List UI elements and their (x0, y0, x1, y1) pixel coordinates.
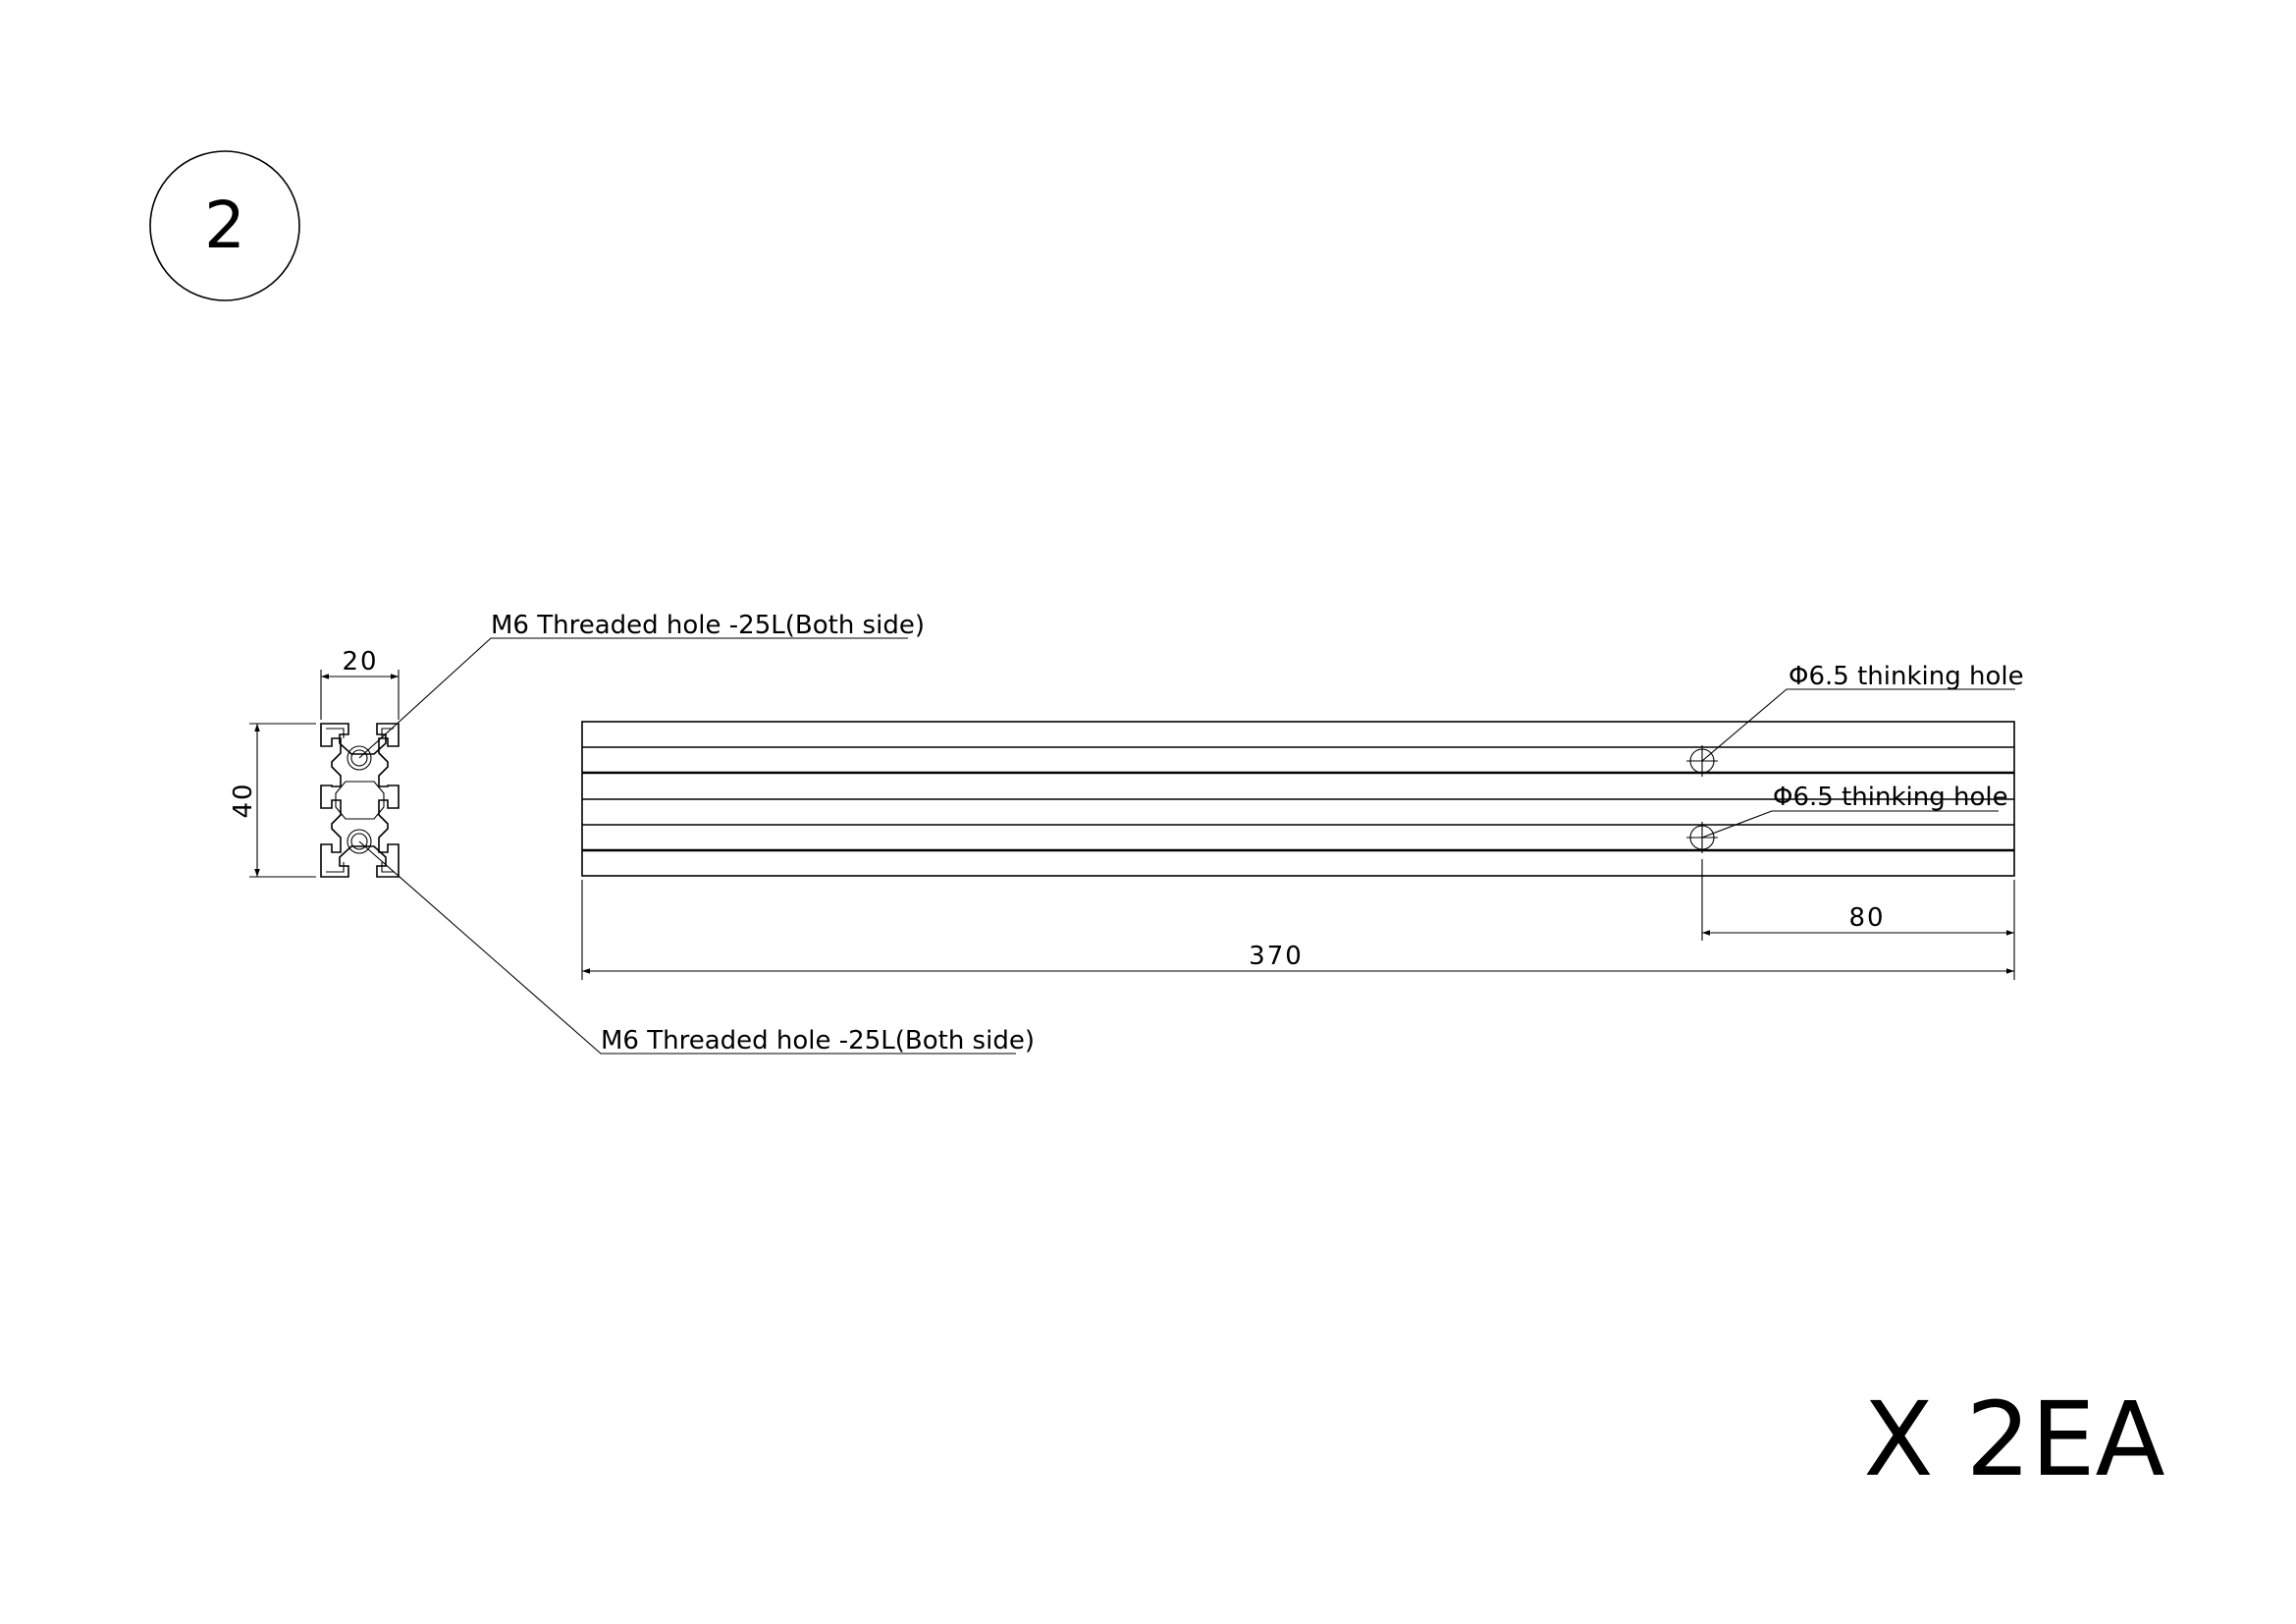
height-dim-text: 40 (229, 782, 258, 818)
profile-cross-section (320, 723, 400, 878)
bottom-thread-note: M6 Threaded hole -25L(Both side) (601, 1026, 1035, 1056)
width-dim-text: 20 (342, 647, 378, 677)
part-number-text: 2 (204, 188, 245, 263)
lower-hole-callout: Φ6.5 thinking hole (1701, 783, 2008, 839)
upper-hole-note: Φ6.5 thinking hole (1789, 662, 2024, 691)
length-dim-text: 370 (1249, 942, 1304, 971)
hole-offset-dimension: 80 (1701, 859, 2015, 980)
bottom-thread-callout: M6 Threaded hole -25L(Both side) (358, 840, 1035, 1056)
height-dimension: 40 (229, 723, 316, 878)
quantity-label: X 2EA (1863, 1380, 2164, 1499)
length-dimension: 370 (581, 880, 2014, 980)
top-thread-note: M6 Threaded hole -25L(Both side) (491, 611, 925, 640)
bottom-thread-hole-icon (347, 829, 372, 854)
lower-hole-note: Φ6.5 thinking hole (1773, 783, 2008, 812)
hole-offset-dim-text: 80 (1848, 903, 1885, 933)
extrusion-side-view (581, 721, 2015, 877)
top-thread-callout: M6 Threaded hole -25L(Both side) (358, 611, 925, 759)
part-number-balloon: 2 (149, 150, 300, 301)
width-dimension: 20 (320, 647, 400, 720)
top-thread-hole-icon (347, 745, 372, 771)
upper-hole-callout: Φ6.5 thinking hole (1701, 662, 2024, 762)
